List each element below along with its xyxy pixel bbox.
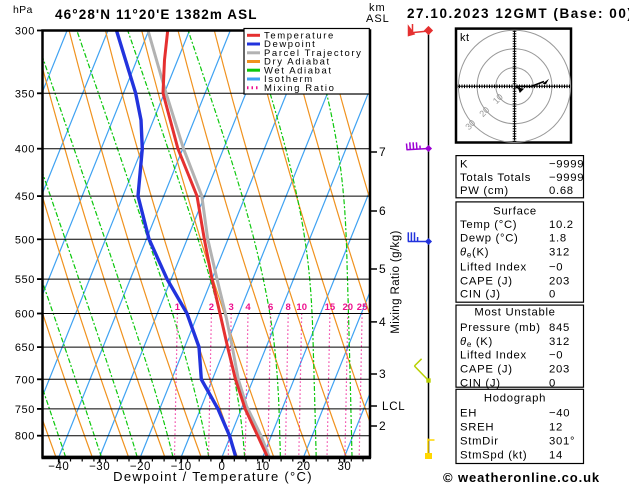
svg-text:0: 0 [549, 288, 556, 300]
svg-text:301°: 301° [549, 435, 575, 447]
svg-text:Wet Adiabat: Wet Adiabat [264, 65, 333, 76]
svg-text:Most Unstable: Most Unstable [474, 307, 555, 319]
svg-text:−0: −0 [549, 262, 563, 274]
svg-text:312: 312 [549, 247, 570, 259]
svg-text:15: 15 [325, 302, 336, 313]
svg-text:−20: −20 [130, 461, 151, 473]
svg-text:LCL: LCL [382, 401, 406, 413]
svg-text:−9999: −9999 [549, 159, 584, 171]
svg-text:km: km [369, 2, 386, 14]
svg-text:Temp (°C): Temp (°C) [460, 219, 517, 231]
svg-text:3: 3 [379, 367, 386, 381]
svg-text:6: 6 [379, 204, 386, 218]
svg-text:Totals Totals: Totals Totals [460, 172, 531, 184]
svg-text:ASL: ASL [366, 13, 390, 25]
svg-text:300: 300 [15, 26, 35, 38]
svg-text:10.2: 10.2 [549, 219, 574, 231]
svg-text:CAPE (J): CAPE (J) [460, 275, 513, 287]
svg-text:Mixing Ratio: Mixing Ratio [264, 83, 335, 94]
svg-text:312: 312 [549, 336, 570, 348]
svg-text:25: 25 [357, 302, 368, 313]
svg-text:−40: −40 [48, 461, 69, 473]
svg-text:14: 14 [549, 449, 563, 461]
svg-text:© weatheronline.co.uk: © weatheronline.co.uk [443, 470, 600, 485]
svg-text:Dewpoint: Dewpoint [264, 39, 316, 50]
svg-text:450: 450 [15, 191, 35, 203]
svg-text:Surface: Surface [493, 205, 537, 217]
svg-text:0: 0 [219, 461, 226, 473]
svg-text:CIN (J): CIN (J) [460, 288, 501, 300]
svg-text:7: 7 [379, 145, 386, 159]
svg-text:650: 650 [15, 342, 35, 354]
svg-text:StmSpd (kt): StmSpd (kt) [460, 449, 527, 461]
svg-text:2: 2 [379, 419, 386, 433]
svg-text:StmDir: StmDir [460, 435, 499, 447]
svg-text:Isotherm: Isotherm [264, 74, 314, 85]
svg-text:350: 350 [15, 88, 35, 100]
svg-text:20: 20 [297, 461, 311, 473]
svg-text:K: K [460, 159, 468, 171]
svg-text:SREH: SREH [460, 422, 494, 434]
svg-text:400: 400 [15, 144, 35, 156]
svg-text:550: 550 [15, 274, 35, 286]
svg-text:Dewp (°C): Dewp (°C) [460, 233, 519, 245]
svg-text:Mixing Ratio (g/kg): Mixing Ratio (g/kg) [390, 230, 402, 333]
svg-text:hPa: hPa [13, 4, 33, 16]
svg-text:1.8: 1.8 [549, 233, 567, 245]
svg-text:203: 203 [549, 275, 570, 287]
svg-text:4: 4 [245, 302, 251, 313]
svg-text:10: 10 [256, 461, 270, 473]
svg-text:700: 700 [15, 374, 35, 386]
svg-text:CIN (J): CIN (J) [460, 377, 501, 389]
svg-text:−30: −30 [89, 461, 110, 473]
svg-text:2: 2 [209, 302, 214, 313]
svg-text:8: 8 [286, 302, 291, 313]
svg-text:Temperature: Temperature [264, 31, 335, 42]
svg-text:845: 845 [549, 322, 570, 334]
svg-text:PW (cm): PW (cm) [460, 185, 509, 197]
svg-text:30: 30 [338, 461, 352, 473]
svg-text:203: 203 [549, 364, 570, 376]
svg-text:600: 600 [15, 309, 35, 321]
svg-text:0.68: 0.68 [549, 185, 574, 197]
svg-text:10: 10 [296, 302, 307, 313]
svg-text:20: 20 [343, 302, 354, 313]
svg-text:Dewpoint / Temperature (°C): Dewpoint / Temperature (°C) [113, 469, 313, 484]
svg-text:−10: −10 [171, 461, 192, 473]
svg-text:CAPE (J): CAPE (J) [460, 364, 513, 376]
svg-text:EH: EH [460, 408, 477, 420]
svg-text:46°28'N 11°20'E 1382m ASL: 46°28'N 11°20'E 1382m ASL [55, 7, 258, 22]
svg-text:750: 750 [15, 404, 35, 416]
svg-text:500: 500 [15, 234, 35, 246]
svg-text:800: 800 [15, 431, 35, 443]
svg-text:Parcel Trajectory: Parcel Trajectory [264, 48, 362, 59]
svg-text:Lifted Index: Lifted Index [460, 350, 527, 362]
svg-text:−40: −40 [549, 408, 570, 420]
svg-text:1: 1 [175, 302, 181, 313]
svg-text:6: 6 [268, 302, 273, 313]
svg-text:27.10.2023 12GMT (Base: 00): 27.10.2023 12GMT (Base: 00) [407, 6, 629, 21]
svg-text:−0: −0 [549, 350, 563, 362]
svg-text:Dry Adiabat: Dry Adiabat [264, 57, 331, 68]
svg-text:0: 0 [549, 377, 556, 389]
svg-text:Hodograph: Hodograph [484, 392, 546, 404]
svg-text:−9999: −9999 [549, 172, 584, 184]
svg-text:kt: kt [460, 32, 470, 44]
svg-text:θe (K): θe (K) [460, 336, 493, 349]
svg-text:12: 12 [549, 422, 563, 434]
svg-text:4: 4 [379, 315, 386, 329]
svg-text:5: 5 [379, 262, 386, 276]
svg-text:Lifted Index: Lifted Index [460, 262, 527, 274]
svg-text:3: 3 [229, 302, 234, 313]
svg-text:Pressure (mb): Pressure (mb) [460, 322, 541, 334]
svg-text:θe(K): θe(K) [460, 247, 489, 260]
